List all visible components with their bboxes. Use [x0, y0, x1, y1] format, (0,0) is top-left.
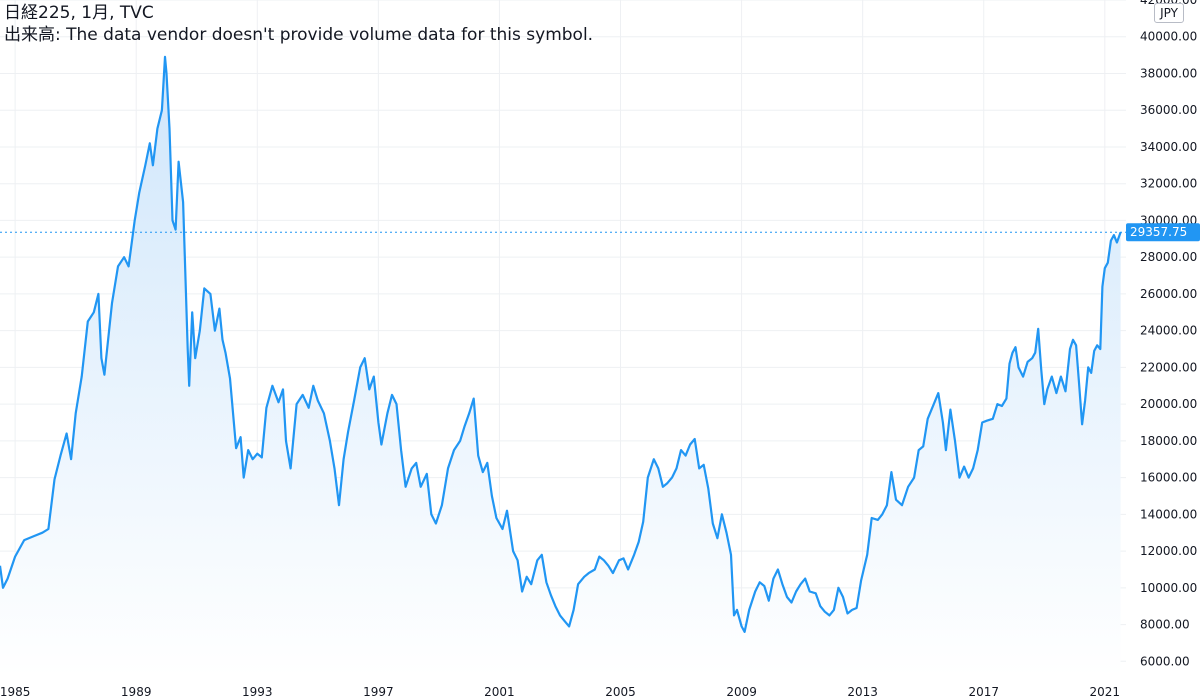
y-tick-label: 8000.00: [1140, 618, 1190, 632]
y-tick-label: 24000.00: [1140, 324, 1197, 338]
symbol-title: 日経225, 1月, TVC: [4, 3, 154, 23]
y-tick-label: 16000.00: [1140, 471, 1197, 485]
y-tick-label: 10000.00: [1140, 581, 1197, 595]
currency-badge[interactable]: JPY: [1154, 3, 1184, 23]
y-tick-label: 34000.00: [1140, 140, 1197, 154]
x-tick-label: 2017: [968, 685, 999, 699]
x-tick-label: 1985: [0, 685, 30, 699]
price-axis[interactable]: 6000.00 8000.00 10000.00 12000.00 14000.00 16…: [1140, 0, 1197, 668]
last-price-label: 29357.75: [1126, 223, 1200, 242]
x-tick-label: 2009: [726, 685, 757, 699]
y-tick-label: 36000.00: [1140, 103, 1197, 117]
chart-legend: 日経225, 1月, TVC 出来高: The data vendor does…: [4, 2, 593, 46]
y-tick-label: 12000.00: [1140, 544, 1197, 558]
y-tick-label: 38000.00: [1140, 66, 1197, 80]
x-tick-label: 1997: [363, 685, 394, 699]
y-tick-label: 26000.00: [1140, 287, 1197, 301]
x-tick-label: 2001: [484, 685, 515, 699]
price-area-fill: [0, 56, 1121, 676]
y-tick-label: 32000.00: [1140, 177, 1197, 191]
y-tick-label: 18000.00: [1140, 434, 1197, 448]
x-tick-label: 1989: [121, 685, 152, 699]
x-tick-label: 2013: [847, 685, 878, 699]
x-tick-label: 2005: [605, 685, 636, 699]
y-tick-label: 22000.00: [1140, 360, 1197, 374]
y-tick-label: 28000.00: [1140, 250, 1197, 264]
volume-notice: 出来高: The data vendor doesn't provide vol…: [4, 25, 594, 45]
last-price-value: 29357.75: [1130, 225, 1187, 239]
y-tick-label: 14000.00: [1140, 507, 1197, 521]
time-axis[interactable]: 1985 1989 1993 1997 2001 2005 2009 2013 2017 2021: [0, 685, 1120, 699]
x-tick-label: 2021: [1090, 685, 1121, 699]
price-line: [0, 55, 1122, 633]
x-tick-label: 1993: [242, 685, 273, 699]
y-tick-label: 20000.00: [1140, 397, 1197, 411]
y-tick-label: 6000.00: [1140, 654, 1190, 668]
y-tick-label: 40000.00: [1140, 30, 1197, 44]
